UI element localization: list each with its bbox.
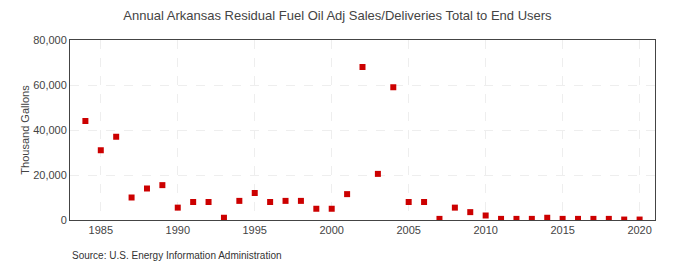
svg-text:1995: 1995 bbox=[242, 224, 266, 236]
svg-text:20,000: 20,000 bbox=[33, 169, 67, 181]
svg-text:1985: 1985 bbox=[89, 224, 113, 236]
svg-text:2020: 2020 bbox=[627, 224, 651, 236]
svg-text:2010: 2010 bbox=[473, 224, 497, 236]
svg-text:2015: 2015 bbox=[550, 224, 574, 236]
svg-text:60,000: 60,000 bbox=[33, 79, 67, 91]
svg-text:80,000: 80,000 bbox=[33, 34, 67, 46]
svg-text:2000: 2000 bbox=[319, 224, 343, 236]
svg-text:Annual Arkansas Residual Fuel: Annual Arkansas Residual Fuel Oil Adj Sa… bbox=[123, 8, 552, 23]
svg-text:40,000: 40,000 bbox=[33, 124, 67, 136]
svg-text:0: 0 bbox=[61, 214, 67, 226]
svg-text:Thousand Gallons: Thousand Gallons bbox=[19, 85, 31, 175]
svg-text:1990: 1990 bbox=[166, 224, 190, 236]
svg-text:2005: 2005 bbox=[396, 224, 420, 236]
svg-text:Source: U.S. Energy Informatio: Source: U.S. Energy Information Administ… bbox=[72, 250, 282, 261]
